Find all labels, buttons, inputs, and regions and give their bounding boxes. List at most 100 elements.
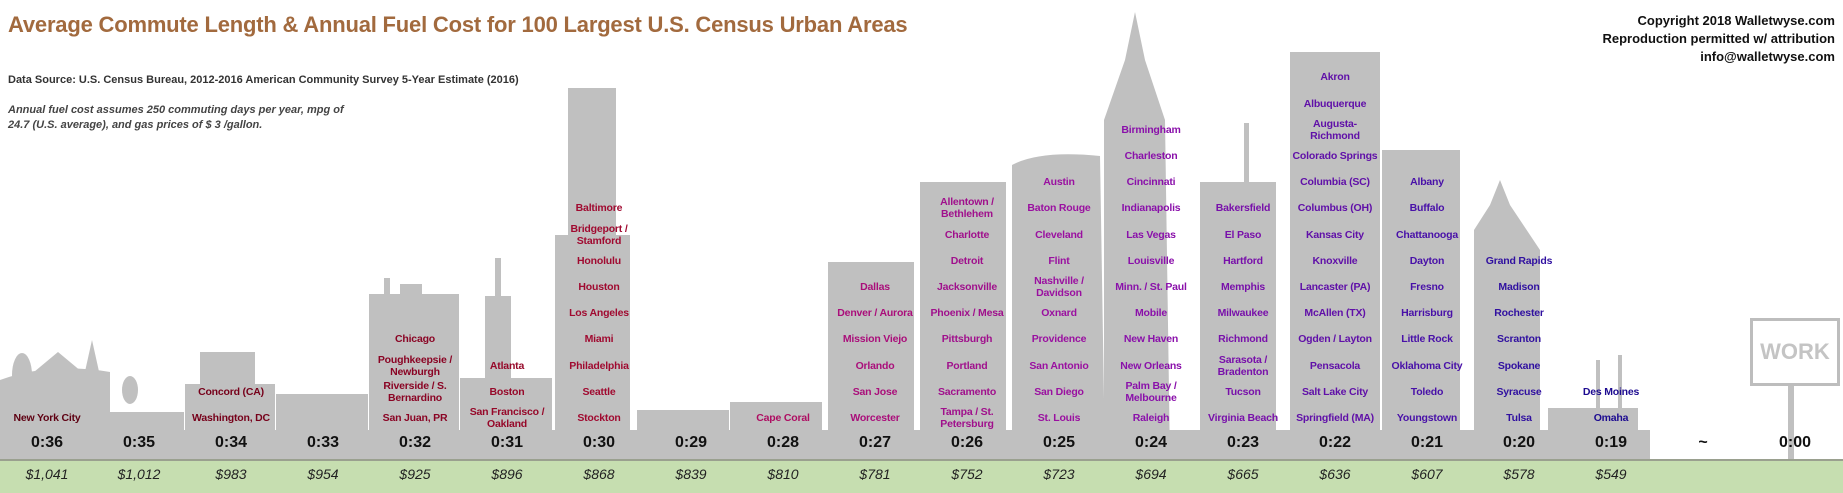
city-label: Lancaster (PA): [1299, 280, 1371, 293]
city-list: Virginia Beach Tucson Sarasota / Bradenton…: [1197, 195, 1289, 431]
commute-time-label: 0:36: [30, 434, 64, 451]
city-label: Washington, DC: [192, 411, 270, 424]
skyscraper-spire: [1104, 12, 1170, 460]
city-label: Mission Viejo: [842, 333, 908, 346]
copyright-block: Copyright 2018 Walletwyse.com Reproducti…: [1602, 12, 1835, 66]
commute-column: 0:33 $954: [277, 0, 369, 491]
city-label: San Juan, PR: [382, 411, 448, 424]
commute-time-label: 0:30: [582, 434, 616, 451]
city-list: New York City: [1, 405, 93, 431]
commute-time-label: 0:22: [1318, 434, 1352, 451]
commute-time-label: 0:20: [1502, 434, 1536, 451]
fuel-cost-label: $752: [951, 466, 983, 482]
city-label: Bakersfield: [1215, 202, 1271, 215]
commute-time-label: 0:00: [1778, 434, 1812, 451]
commute-column: Worcester San Jose Orlando Mission Viejo Den…: [829, 0, 921, 491]
city-label: Las Vegas: [1126, 228, 1176, 241]
commute-time-label: 0:32: [398, 434, 432, 451]
commute-column: Tulsa Syracuse Spokane Scranton Rochester Mad…: [1473, 0, 1565, 491]
commute-time-label: 0:19: [1594, 434, 1628, 451]
city-label: San Francisco / Oakland: [469, 405, 545, 430]
commute-column: Stockton Seattle Philadelphia Miami Los Ange…: [553, 0, 645, 491]
commute-time-label: 0:31: [490, 434, 524, 451]
fuel-cost-label: $925: [399, 466, 431, 482]
city-label: Detroit: [950, 254, 984, 267]
city-label: Atlanta: [489, 359, 525, 372]
tree-icon: [122, 376, 138, 404]
fuel-cost-label: $723: [1043, 466, 1075, 482]
city-label: Seattle: [582, 385, 616, 398]
city-label: Riverside / S. Bernardino: [383, 379, 447, 404]
city-list: Stockton Seattle Philadelphia Miami Los Ange…: [553, 195, 645, 431]
city-label: Omaha: [1593, 411, 1629, 424]
commute-time-label: 0:21: [1410, 434, 1444, 451]
commute-column: 0:00: [1749, 0, 1841, 491]
city-label: Knoxville: [1312, 254, 1358, 267]
city-list: Springfield (MA) Salt Lake City Pensacola O…: [1289, 64, 1381, 431]
city-label: Cleveland: [1035, 228, 1083, 241]
city-label: Orlando: [855, 359, 895, 372]
city-label: Sarasota / Bradenton: [1217, 353, 1269, 378]
city-label: Little Rock: [1401, 333, 1453, 346]
data-source: Data Source: U.S. Census Bureau, 2012-20…: [8, 74, 519, 86]
commute-column: 0:29 $839: [645, 0, 737, 491]
commute-column: Washington, DC Concord (CA) 0:34 $983: [185, 0, 277, 491]
city-label: San Antonio: [1029, 359, 1089, 372]
city-label: Springfield (MA): [1296, 411, 1374, 424]
city-label: Virginia Beach: [1208, 411, 1278, 424]
city-label: Pittsburgh: [941, 333, 993, 346]
city-label: Denver / Aurora: [837, 307, 913, 320]
fuel-cost-label: $954: [307, 466, 339, 482]
city-label: Minn. / St. Paul: [1115, 280, 1187, 293]
city-label: New Haven: [1123, 333, 1179, 346]
city-label: El Paso: [1224, 228, 1262, 241]
copyright-line: Copyright 2018 Walletwyse.com: [1637, 13, 1835, 28]
city-label: Pensacola: [1309, 359, 1361, 372]
city-list: Tulsa Syracuse Spokane Scranton Rochester Mad…: [1473, 248, 1565, 431]
city-label: Buffalo: [1409, 202, 1445, 215]
commute-time-label: 0:28: [766, 434, 800, 451]
fuel-cost-label: $810: [767, 466, 799, 482]
fuel-cost-label: $636: [1319, 466, 1351, 482]
city-label: Grand Rapids: [1485, 254, 1553, 267]
city-list: Tampa / St. Petersburg Sacramento Portland…: [921, 195, 1013, 431]
commute-time-label: 0:23: [1226, 434, 1260, 451]
city-label: Columbia (SC): [1300, 176, 1370, 189]
house-roof: [34, 352, 82, 372]
city-label: Sacramento: [937, 385, 997, 398]
city-label: Los Angeles: [569, 307, 629, 320]
city-label: Baton Rouge: [1027, 202, 1091, 215]
city-label: Milwaukee: [1217, 307, 1269, 320]
fuel-cost-label: $896: [491, 466, 523, 482]
city-label: Chicago: [394, 333, 436, 346]
city-label: Palm Bay / Melbourne: [1125, 379, 1177, 404]
city-label: Augusta-Richmond: [1310, 117, 1360, 142]
city-list: Raleigh Palm Bay / Melbourne New Orleans Ne…: [1105, 117, 1197, 431]
commute-time-label: 0:25: [1042, 434, 1076, 451]
city-label: Charlotte: [944, 228, 990, 241]
city-label: Toledo: [1410, 385, 1444, 398]
city-label: Harrisburg: [1401, 307, 1453, 320]
commute-time-label: 0:27: [858, 434, 892, 451]
commute-column: New York City 0:36 $1,041: [1, 0, 93, 491]
city-label: Portland: [946, 359, 988, 372]
city-list: San Juan, PR Riverside / S. Bernardino Pou…: [369, 326, 461, 431]
city-label: Tampa / St. Petersburg: [940, 405, 994, 430]
city-label: Phoenix / Mesa: [930, 307, 1004, 320]
city-label: Tulsa: [1506, 411, 1532, 424]
city-list: Cape Coral: [737, 405, 829, 431]
commute-time-label: 0:26: [950, 434, 984, 451]
sign-post: [1788, 384, 1794, 460]
city-label: New York City: [13, 411, 81, 424]
city-label: Charleston: [1124, 150, 1178, 163]
city-label: Dallas: [860, 280, 890, 293]
city-label: St. Louis: [1037, 411, 1081, 424]
city-list: Worcester San Jose Orlando Mission Viejo Den…: [829, 274, 921, 431]
city-label: Tucson: [1225, 385, 1261, 398]
city-list: Washington, DC Concord (CA): [185, 379, 277, 431]
fuel-cost-label: $694: [1135, 466, 1167, 482]
city-label: Salt Lake City: [1301, 385, 1369, 398]
city-list: Omaha Des Moines: [1565, 379, 1657, 431]
fuel-cost-label: $868: [583, 466, 615, 482]
